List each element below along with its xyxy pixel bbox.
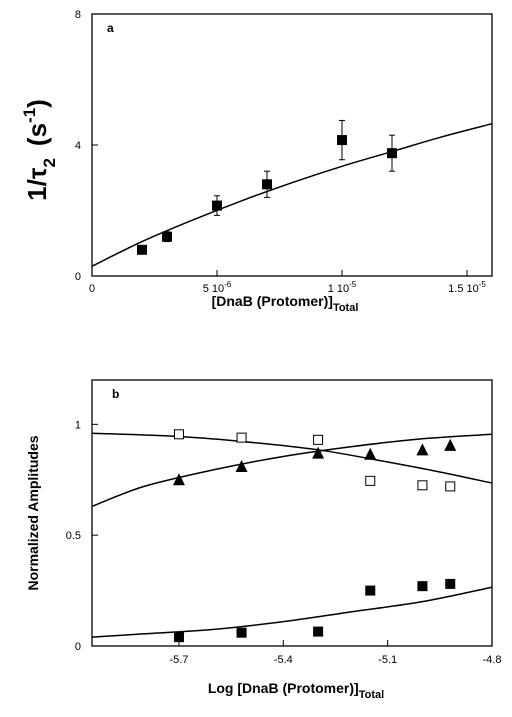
data-point-open-square-b0-5	[445, 481, 456, 492]
panel-a-label: a	[107, 21, 114, 35]
data-point-filled-triangle-b1-2	[312, 446, 325, 459]
data-point-filled-square-b2-4	[417, 581, 428, 592]
data-point-filled-triangle-b1-4	[416, 443, 429, 456]
data-point-filled-square-a5	[387, 148, 397, 159]
panel-a-y-tick-label-1: 4	[75, 140, 81, 152]
data-point-filled-triangle-b1-0	[172, 473, 185, 486]
panel-a-points	[137, 119, 397, 255]
panel-b-fit-curves	[91, 432, 493, 638]
panel-b-plot-frame	[91, 379, 493, 647]
data-point-filled-triangle-b1-1	[235, 459, 248, 472]
panel-a-ylabel-sub: 2	[40, 158, 59, 167]
panel-a-x-tick-label-0: 0	[89, 283, 95, 295]
panel-a-x-tick-base-1: 5 10	[203, 283, 224, 295]
panel-a-x-axis-label: [DnaB (Protomer)]Total	[212, 293, 359, 314]
data-point-open-square-b0-4	[417, 480, 428, 491]
panel-a-x-tick-base-0: 0	[89, 283, 95, 295]
panel-a-fit-curve	[91, 122, 493, 267]
panel-a-xlabel-sub: Total	[333, 302, 358, 314]
panel-a-x-tick-label-3: 1.5 10-5	[448, 280, 486, 295]
data-point-filled-triangle-b1-3	[364, 447, 377, 460]
panel-a-y-axis-label: 1/τ2 (s-1)	[20, 99, 59, 201]
data-point-filled-triangle-b1-5	[444, 438, 457, 451]
data-point-filled-square-b2-0	[173, 632, 184, 643]
panel-b-x-tick-label-0: -5.7	[169, 654, 188, 666]
panel-a-x-tick-exp-2: -5	[349, 280, 357, 289]
panel-a-ylabel-main: 1/τ	[22, 167, 52, 201]
panel-a-x-tick-exp-3: -5	[479, 280, 487, 289]
data-point-filled-square-a1	[162, 231, 172, 242]
data-point-filled-square-b2-1	[236, 627, 247, 638]
panel-a-x-tick-exp-1: -6	[224, 280, 232, 289]
data-point-filled-square-a0	[137, 244, 147, 255]
panel-b-fit-curve-1	[91, 433, 493, 508]
panel-b-points	[172, 429, 457, 643]
data-point-filled-square-a2	[212, 200, 222, 211]
data-point-filled-square-b2-5	[445, 578, 456, 589]
data-point-open-square-b0-2	[313, 434, 324, 445]
panel-b-y-tick-label-1: 0.5	[66, 530, 81, 542]
data-point-filled-square-a3	[262, 179, 272, 190]
panel-b-x-tick-label-2: -5.1	[378, 654, 397, 666]
panel-a-ylabel-unit-sup: -1	[20, 108, 39, 123]
panel-b-xlabel-main: Log [DnaB (Protomer)]	[208, 680, 359, 696]
data-point-open-square-b0-1	[236, 432, 247, 443]
panel-a-x-tick-base-2: 1 10	[328, 283, 349, 295]
panel-b-x-tick-label-1: -5.4	[274, 654, 293, 666]
panel-b-xlabel-sub: Total	[359, 689, 384, 701]
panel-b-fit-curve-2	[91, 586, 493, 638]
panel-a-x-tick-label-2: 1 10-5	[328, 280, 357, 295]
panel-a-y-tick-label-0: 0	[75, 271, 81, 283]
panel-b-y-tick-label-2: 1	[75, 419, 81, 431]
panel-b-y-axis-label: Normalized Amplitudes	[25, 435, 41, 590]
panel-a-x-tick-base-3: 1.5 10	[448, 283, 479, 295]
panel-a-xlabel-main: [DnaB (Protomer)]	[212, 293, 333, 309]
panel-a-x-tick-label-1: 5 10-6	[203, 280, 232, 295]
panel-b-ticks: -5.7 -5.4 -5.1 -4.8 0 0.5 1	[66, 419, 502, 666]
panel-b-x-axis-label: Log [DnaB (Protomer)]Total	[208, 680, 384, 701]
data-point-filled-square-b2-2	[313, 626, 324, 637]
panel-b-label: b	[112, 387, 119, 401]
panel-a-ylabel-unit-close: )	[22, 99, 52, 108]
data-point-filled-square-b2-3	[365, 585, 376, 596]
panel-b: b -5.7 -5.4 -5.1 -4.8 0 0.5 1 Normalized Ampli…	[25, 379, 502, 701]
panel-a-ylabel-unit-open: (s	[22, 123, 52, 146]
panel-b-y-tick-label-0: 0	[75, 641, 81, 653]
data-point-open-square-b0-0	[173, 429, 184, 440]
panel-a-y-tick-label-2: 8	[75, 9, 81, 21]
data-point-open-square-b0-3	[365, 475, 376, 486]
panel-b-x-tick-label-3: -4.8	[483, 654, 502, 666]
panel-b-fit-curve-0	[91, 432, 493, 484]
data-point-filled-square-a4	[337, 135, 347, 146]
